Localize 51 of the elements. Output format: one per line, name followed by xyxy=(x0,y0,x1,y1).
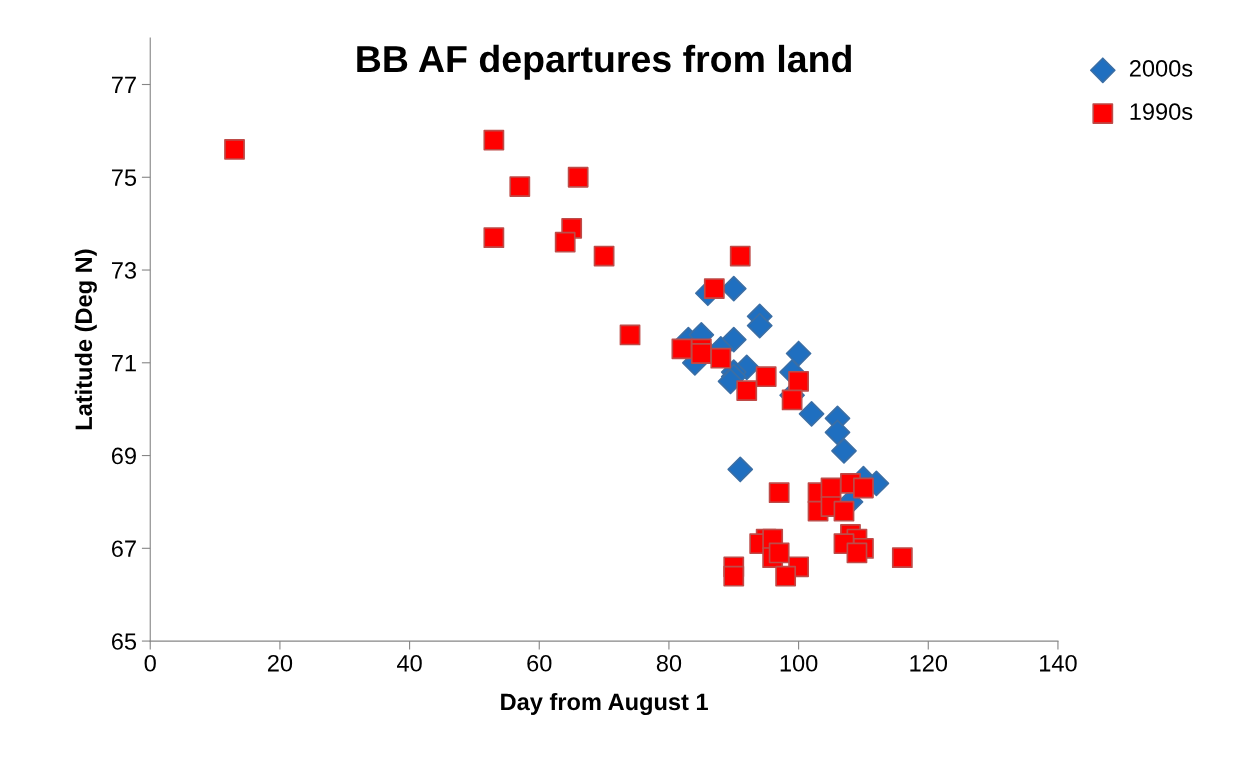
point xyxy=(483,129,505,151)
point xyxy=(554,231,576,253)
point xyxy=(833,500,855,522)
x-tick-label: 140 xyxy=(1040,654,1077,672)
y-tick-label: 69 xyxy=(111,447,136,465)
x-tick-label: 60 xyxy=(527,654,552,672)
point xyxy=(831,438,857,464)
point xyxy=(710,347,732,369)
point xyxy=(509,176,531,197)
x-tick-label: 120 xyxy=(910,654,948,672)
chart-title: BB AF departures from land xyxy=(357,44,851,80)
y-tick-label: 77 xyxy=(112,76,136,94)
y-tick-label: 71 xyxy=(112,355,136,372)
x-tick-label: 80 xyxy=(656,654,682,672)
x-axis-title: Day from August 1 xyxy=(501,692,708,716)
y-tick-label: 67 xyxy=(111,540,136,558)
point xyxy=(891,547,913,568)
point xyxy=(775,565,797,587)
point xyxy=(788,370,810,392)
point xyxy=(853,477,874,499)
y-axis-title: Latitude (Deg N) xyxy=(74,249,97,430)
x-tick-label: 40 xyxy=(397,654,422,672)
point xyxy=(785,340,812,367)
point xyxy=(781,389,803,411)
point xyxy=(723,565,745,587)
point xyxy=(729,245,751,267)
point xyxy=(619,324,641,346)
point xyxy=(567,166,589,188)
point xyxy=(846,542,868,564)
point xyxy=(671,338,693,360)
point xyxy=(224,139,245,160)
y-tick-label: 65 xyxy=(111,633,137,650)
point xyxy=(768,482,790,504)
x-tick-label: 0 xyxy=(144,654,156,672)
point xyxy=(483,227,505,248)
y-tick-label: 73 xyxy=(112,262,137,279)
point xyxy=(755,366,777,388)
point xyxy=(736,380,758,402)
point xyxy=(746,312,773,339)
legend-label: 2000s xyxy=(1129,60,1193,77)
legend-label: 1990s xyxy=(1130,103,1193,120)
point xyxy=(798,400,825,427)
point xyxy=(768,542,790,564)
x-tick-label: 20 xyxy=(267,654,293,672)
point xyxy=(727,456,754,483)
x-tick-label: 100 xyxy=(780,654,818,672)
point xyxy=(690,343,712,364)
point xyxy=(824,419,851,446)
point xyxy=(593,245,615,267)
point xyxy=(703,278,725,299)
y-tick-label: 75 xyxy=(112,169,137,187)
